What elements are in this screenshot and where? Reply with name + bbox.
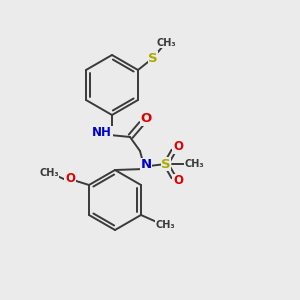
Text: CH₃: CH₃ xyxy=(155,220,175,230)
Text: O: O xyxy=(140,112,152,125)
Text: CH₃: CH₃ xyxy=(39,168,59,178)
Text: S: S xyxy=(148,52,158,64)
Text: N: N xyxy=(140,158,152,172)
Text: S: S xyxy=(161,158,171,170)
Text: CH₃: CH₃ xyxy=(156,38,176,48)
Text: NH: NH xyxy=(92,127,112,140)
Text: CH₃: CH₃ xyxy=(184,159,204,169)
Text: O: O xyxy=(65,172,75,184)
Text: O: O xyxy=(173,175,183,188)
Text: O: O xyxy=(173,140,183,154)
